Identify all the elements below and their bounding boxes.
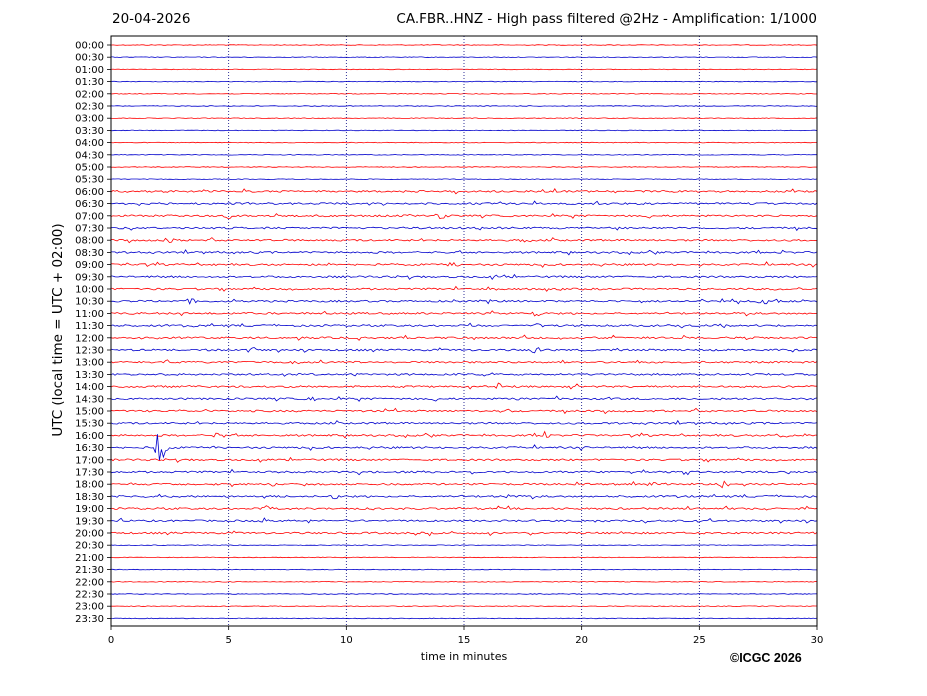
x-axis-label: time in minutes	[420, 650, 508, 663]
trace-1530	[110, 419, 818, 426]
x-tick-label: 20	[575, 635, 588, 646]
plot-frame	[110, 35, 818, 627]
x-axis-ticks: 0 5 10 15 20 25 30	[108, 626, 824, 646]
grid-lines	[228, 36, 700, 626]
y-tick-label: 06:00	[75, 187, 104, 198]
y-tick-label: 01:30	[75, 77, 104, 88]
y-tick-label: 22:30	[75, 590, 104, 601]
y-tick-label: 16:30	[75, 443, 104, 454]
y-tick-label: 09:30	[75, 272, 104, 283]
y-tick-label: 23:00	[75, 602, 104, 613]
y-tick-label: 12:00	[75, 333, 104, 344]
y-tick-label: 13:00	[75, 358, 104, 369]
y-tick-label: 15:30	[75, 419, 104, 430]
y-tick-label: 00:00	[75, 41, 104, 52]
y-tick-label: 15:00	[75, 407, 104, 418]
trace-1900	[110, 505, 818, 511]
trace-1030	[110, 298, 818, 305]
chart-date: 20-04-2026	[112, 11, 191, 27]
trace-1330	[110, 372, 818, 377]
y-tick-label: 03:30	[75, 126, 104, 137]
y-tick-label: 07:00	[75, 211, 104, 222]
y-tick-label: 06:30	[75, 199, 104, 210]
x-tick-label: 0	[108, 635, 114, 646]
trace-2230	[110, 593, 818, 595]
trace-1130	[110, 322, 818, 329]
y-tick-label: 20:00	[75, 529, 104, 540]
y-tick-label: 14:30	[75, 394, 104, 405]
y-tick-label: 04:00	[75, 138, 104, 149]
trace-group	[110, 44, 818, 620]
y-tick-label: 14:00	[75, 382, 104, 393]
trace-1730	[110, 468, 818, 476]
y-tick-label: 17:00	[75, 455, 104, 466]
x-tick-label: 15	[458, 635, 471, 646]
y-tick-label: 11:30	[75, 321, 104, 332]
trace-0300	[111, 117, 818, 119]
y-tick-label: 18:00	[75, 480, 104, 491]
trace-1400	[110, 382, 817, 390]
x-tick-label: 25	[693, 635, 706, 646]
trace-0400	[110, 141, 817, 144]
trace-0430	[110, 154, 818, 156]
y-tick-label: 03:00	[75, 114, 104, 125]
trace-1100	[110, 310, 818, 317]
y-tick-label: 10:00	[75, 285, 104, 296]
y-tick-label: 04:30	[75, 150, 104, 161]
trace-2100	[110, 556, 818, 559]
y-tick-label: 21:00	[75, 553, 104, 564]
trace-1230	[110, 347, 818, 354]
y-tick-label: 19:30	[75, 516, 104, 527]
y-tick-label: 05:00	[75, 163, 104, 174]
trace-1200	[110, 334, 818, 341]
trace-0500	[110, 166, 818, 168]
trace-2030	[110, 544, 817, 546]
trace-0330	[111, 129, 818, 132]
trace-0630	[111, 200, 818, 207]
y-tick-label: 23:30	[75, 614, 104, 625]
y-tick-label: 13:30	[75, 370, 104, 381]
trace-0530	[110, 178, 818, 180]
trace-2200	[110, 581, 818, 583]
y-tick-label: 01:00	[75, 65, 104, 76]
y-tick-label: 18:30	[75, 492, 104, 503]
trace-2000	[110, 530, 818, 537]
y-tick-label: 19:00	[75, 504, 104, 515]
trace-1830	[110, 493, 818, 500]
y-tick-label: 21:30	[75, 565, 104, 576]
y-tick-label: 12:30	[75, 346, 104, 357]
y-tick-label: 09:00	[75, 260, 104, 271]
chart-title: CA.FBR..HNZ - High pass filtered @2Hz - …	[396, 11, 817, 27]
copyright-text: ©ICGC 2026	[730, 651, 802, 665]
y-tick-label: 20:30	[75, 541, 104, 552]
y-tick-label: 02:00	[75, 89, 104, 100]
trace-1500	[110, 407, 818, 415]
trace-0230	[110, 105, 818, 107]
y-tick-label: 11:00	[75, 309, 104, 320]
y-tick-label: 08:00	[75, 236, 104, 247]
x-tick-label: 10	[340, 635, 353, 646]
y-tick-label: 22:00	[75, 577, 104, 588]
y-tick-label: 17:30	[75, 468, 104, 479]
y-tick-label: 00:30	[75, 53, 104, 64]
x-tick-label: 30	[811, 635, 824, 646]
trace-2130	[111, 568, 817, 571]
y-tick-label: 08:30	[75, 248, 104, 259]
y-tick-label: 05:30	[75, 175, 104, 186]
y-tick-label: 02:30	[75, 102, 104, 113]
y-tick-label: 16:00	[75, 431, 104, 442]
x-tick-label: 5	[225, 635, 231, 646]
trace-0600	[110, 188, 818, 195]
trace-1300	[110, 359, 818, 365]
trace-1930	[110, 517, 818, 524]
y-tick-label: 07:30	[75, 224, 104, 235]
y-tick-label: 10:30	[75, 297, 104, 308]
